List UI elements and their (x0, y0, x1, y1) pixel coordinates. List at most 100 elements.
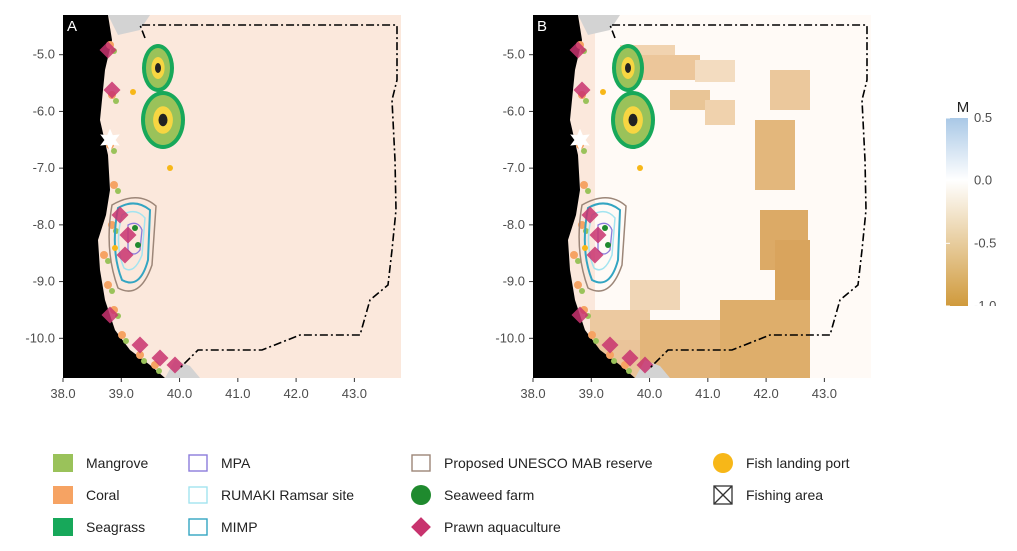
coral-patch (574, 281, 582, 289)
unesco-outline (108, 197, 157, 292)
eez-boundary-line (608, 24, 868, 369)
legend-item-seagrass: Seagrass (50, 516, 145, 538)
x-tick-label: 38.0 (50, 386, 75, 401)
x-tick-label: 41.0 (695, 386, 720, 401)
sea-difference-block (640, 55, 700, 80)
prawn-aquaculture-marker (636, 356, 654, 374)
mimp-legend-icon (185, 516, 211, 538)
mangrove-patch (109, 288, 115, 294)
legend-item-mangrove: Mangrove (50, 452, 148, 474)
eez-boundary-line (138, 24, 398, 369)
prawn-aquaculture-marker (569, 41, 587, 59)
legend-item-seaweed: Seaweed farm (408, 484, 534, 506)
mangrove-patch (626, 368, 632, 374)
legend-item-fishing_area: Fishing area (710, 484, 823, 506)
prawn-legend-icon (408, 516, 434, 538)
x-tick-label: 39.0 (109, 386, 134, 401)
prawn-aquaculture-marker (111, 206, 129, 224)
prawn-aquaculture-marker (581, 206, 599, 224)
legend-label: Seagrass (86, 519, 146, 535)
prawn-aquaculture-marker (101, 306, 119, 324)
legend-item-mpa: MPA (185, 452, 250, 474)
prawn-aquaculture-marker (151, 349, 169, 367)
y-tick-label: -10.0 (495, 330, 525, 345)
sea-difference-block (695, 60, 735, 82)
colorbar-legend: M 0.5 0.0 -0.5 -1.0 (940, 96, 1010, 313)
map-b-svg: 38.0 39.0 40.0 41.0 42.0 43.0 -5.0 -6.0 -7.0 -8.0… (495, 15, 871, 401)
panel-letter-a: A (67, 18, 77, 35)
island-interior (158, 113, 168, 127)
coral-patch (100, 251, 108, 259)
mangrove-patch (115, 188, 121, 194)
star-location-marker (100, 128, 120, 152)
prawn-aquaculture-marker (103, 81, 121, 99)
prawn-aquaculture-marker (99, 41, 117, 59)
seaweed-farm-marker (605, 242, 611, 248)
mangrove-patch (105, 258, 111, 264)
mangrove-patch (156, 368, 162, 374)
map-panel-a: 38.0 39.0 40.0 41.0 42.0 43.0 -5.0 -6.0 -7.0 -8.0… (0, 0, 480, 410)
colorbar-tick-label: -1.0 (974, 298, 996, 306)
neighbor-land-north (108, 15, 150, 35)
mangrove-patch (579, 288, 585, 294)
star-location-marker (570, 128, 590, 152)
prawn-aquaculture-marker (119, 226, 137, 244)
unesco-legend-icon (408, 452, 434, 474)
mainland-land-area (533, 15, 635, 378)
mangrove-patch (141, 358, 147, 364)
prawn-aquaculture-marker (166, 356, 184, 374)
map-legend: Mangrove Coral Seagrass MPA RUMAKI Ramsar si… (50, 452, 980, 551)
sea-difference-block (770, 70, 810, 110)
ramsar-outline (117, 210, 146, 271)
legend-label: Proposed UNESCO MAB reserve (444, 455, 653, 471)
x-tick-label: 38.0 (520, 386, 545, 401)
colorbar-title: M (957, 99, 970, 116)
prawn-aquaculture-marker (573, 81, 591, 99)
neighbor-land-north (578, 15, 620, 35)
axes: 38.0 39.0 40.0 41.0 42.0 43.0 -5.0 -6.0 -7.0 -8.0… (495, 47, 837, 401)
colorbar-gradient (946, 118, 968, 306)
mangrove-patch (123, 338, 129, 344)
coral-patch (606, 351, 614, 359)
sea-difference-block (755, 120, 795, 190)
y-tick-label: -9.0 (503, 274, 525, 289)
sea-difference-block (705, 100, 735, 125)
island-interior (155, 63, 161, 73)
coral-patch (570, 251, 578, 259)
fishing-area-legend-icon (710, 484, 736, 506)
y-tick-label: -7.0 (33, 160, 55, 175)
legend-label: MPA (221, 455, 251, 471)
y-tick-label: -6.0 (33, 103, 55, 118)
seaweed-farm-marker (135, 242, 141, 248)
ramsar-legend-icon (185, 484, 211, 506)
fish-landing-port-marker (167, 165, 173, 171)
legend-label: Fishing area (746, 487, 824, 503)
coral-legend-icon (50, 484, 76, 506)
seagrass-legend-icon (50, 516, 76, 538)
prawn-aquaculture-marker (131, 336, 149, 354)
legend-label: RUMAKI Ramsar site (221, 487, 355, 503)
seaweed-legend-icon (408, 484, 434, 506)
prawn-aquaculture-marker (586, 246, 604, 264)
sea-difference-block (720, 300, 810, 378)
sea-difference-block (670, 90, 710, 110)
sea-background (63, 15, 401, 378)
mangrove-patch (585, 188, 591, 194)
prawn-aquaculture-marker (621, 349, 639, 367)
coral-patch (118, 331, 126, 339)
map-a-svg: 38.0 39.0 40.0 41.0 42.0 43.0 -5.0 -6.0 -7.0 -8.0… (25, 15, 401, 401)
x-tick-label: 42.0 (753, 386, 778, 401)
fish-landing-port-marker (130, 89, 136, 95)
prawn-aquaculture-marker (601, 336, 619, 354)
coral-patch (136, 351, 144, 359)
legend-item-mimp: MIMP (185, 516, 258, 538)
x-tick-label: 43.0 (812, 386, 837, 401)
x-tick-label: 40.0 (637, 386, 662, 401)
ramsar-outline (587, 210, 616, 271)
panel-letter-b: B (537, 18, 547, 35)
legend-label: Mangrove (86, 455, 149, 471)
y-tick-label: -7.0 (503, 160, 525, 175)
x-tick-label: 43.0 (342, 386, 367, 401)
x-tick-label: 40.0 (167, 386, 192, 401)
coral-patch (104, 281, 112, 289)
